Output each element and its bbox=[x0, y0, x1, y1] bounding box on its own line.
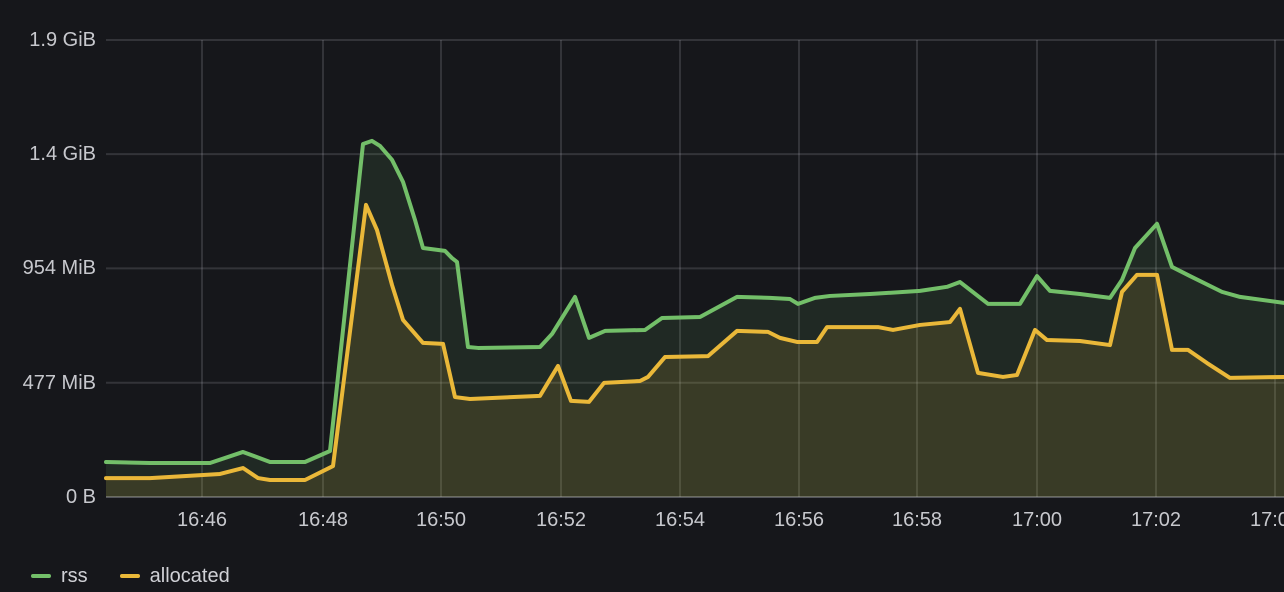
y-axis: 0 B 477 MiB 954 MiB 1.4 GiB 1.9 GiB bbox=[0, 0, 96, 592]
allocated-series-color-marker bbox=[119, 574, 140, 578]
allocated-series-fill bbox=[106, 204, 1284, 497]
legend-item-rss[interactable]: rss bbox=[31, 564, 88, 588]
y-tick-label: 954 MiB bbox=[22, 257, 96, 280]
legend-label-rss: rss bbox=[61, 565, 88, 587]
allocated-series-line bbox=[104, 202, 1284, 482]
rss-series-color-marker bbox=[31, 574, 51, 578]
legend-label-allocated: allocated bbox=[149, 565, 230, 587]
legend-item-allocated[interactable]: allocated bbox=[119, 564, 230, 588]
legend: rss allocated bbox=[31, 563, 230, 589]
y-tick-label: 0 B bbox=[65, 486, 96, 508]
y-tick-label: 477 MiB bbox=[22, 371, 96, 394]
y-tick-label: 1.4 GiB bbox=[29, 143, 96, 166]
rss-series-line bbox=[104, 138, 1284, 465]
y-tick-label: 1.9 GiB bbox=[29, 29, 96, 51]
